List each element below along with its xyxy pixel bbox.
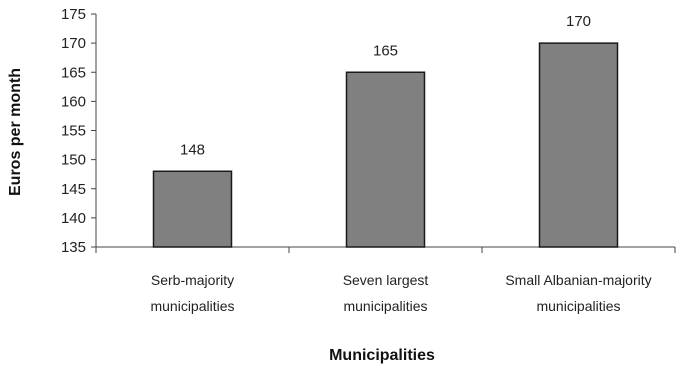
bar-value-label: 148 — [180, 141, 205, 158]
y-tick-label: 155 — [61, 123, 86, 140]
y-tick-label: 135 — [61, 239, 86, 256]
bar-value-label: 170 — [566, 13, 591, 30]
bar-value-label: 165 — [373, 42, 398, 59]
y-tick-label: 150 — [61, 152, 86, 169]
data-labels: 148 165 170 — [180, 13, 591, 158]
bar — [152, 170, 233, 248]
y-tick-label: 175 — [61, 6, 86, 23]
y-axis-title: Euros per month — [7, 68, 24, 196]
y-tick-label: 140 — [61, 210, 86, 227]
category-label: municipalities — [343, 298, 427, 314]
bar — [345, 71, 426, 248]
category-label: municipalities — [536, 298, 620, 314]
category-label: municipalities — [150, 298, 234, 314]
y-tick-label: 170 — [61, 35, 86, 52]
category-label: Serb-majority — [151, 272, 234, 288]
category-label: Small Albanian-majority — [505, 272, 651, 288]
y-tick-label: 145 — [61, 181, 86, 198]
category-label: Seven largest — [343, 272, 429, 288]
y-axis: 135 140 145 150 155 160 165 170 175 — [61, 6, 97, 256]
y-tick-label: 160 — [61, 93, 86, 110]
category-labels: Serb-majority municipalities Seven largest… — [150, 272, 651, 314]
bars — [152, 42, 619, 248]
bar — [538, 42, 619, 248]
y-tick-label: 165 — [61, 64, 86, 81]
x-axis — [95, 246, 676, 253]
x-axis-title: Municipalities — [329, 347, 435, 364]
